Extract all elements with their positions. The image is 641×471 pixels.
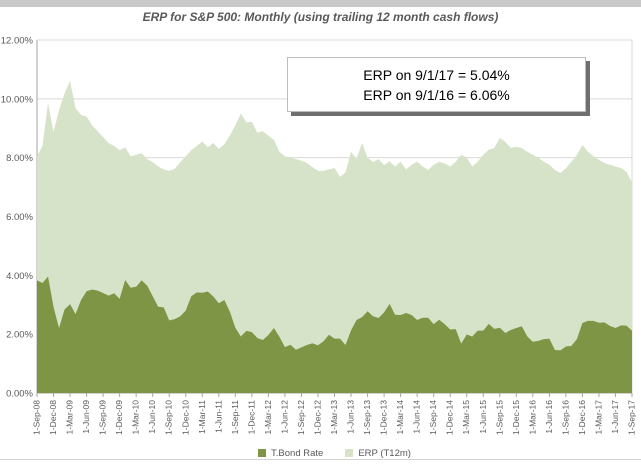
- svg-text:1-Sep-15: 1-Sep-15: [494, 400, 504, 435]
- svg-text:1-Sep-09: 1-Sep-09: [98, 400, 108, 435]
- svg-text:1-Jun-12: 1-Jun-12: [279, 400, 289, 434]
- svg-text:1-Dec-15: 1-Dec-15: [511, 400, 521, 435]
- svg-text:0.00%: 0.00%: [6, 389, 33, 400]
- svg-text:1-Mar-16: 1-Mar-16: [527, 400, 537, 435]
- svg-text:10.00%: 10.00%: [1, 94, 34, 105]
- svg-text:1-Jun-14: 1-Jun-14: [412, 400, 422, 434]
- svg-text:1-Sep-10: 1-Sep-10: [164, 400, 174, 435]
- svg-text:4.00%: 4.00%: [6, 271, 33, 282]
- svg-text:1-Jun-10: 1-Jun-10: [147, 400, 157, 434]
- svg-text:1-Mar-10: 1-Mar-10: [131, 400, 141, 435]
- svg-text:12.00%: 12.00%: [1, 36, 34, 47]
- svg-text:1-Mar-13: 1-Mar-13: [329, 400, 339, 435]
- svg-text:1-Sep-17: 1-Sep-17: [627, 400, 637, 435]
- svg-text:6.00%: 6.00%: [6, 212, 33, 223]
- legend-item-tbond: T.Bond Rate: [258, 448, 323, 459]
- chart-legend: T.Bond Rate ERP (T12m): [37, 446, 632, 460]
- svg-text:1-Sep-12: 1-Sep-12: [296, 400, 306, 435]
- annotation-line-2: ERP on 9/1/16 = 6.06%: [363, 86, 510, 103]
- svg-text:1-Jun-13: 1-Jun-13: [346, 400, 356, 434]
- svg-text:8.00%: 8.00%: [6, 153, 33, 164]
- top-gray-band: [0, 0, 641, 7]
- svg-text:1-Dec-12: 1-Dec-12: [312, 400, 322, 435]
- svg-text:1-Mar-11: 1-Mar-11: [197, 400, 207, 434]
- svg-text:1-Dec-14: 1-Dec-14: [445, 400, 455, 435]
- erp-swatch-icon: [345, 449, 354, 457]
- svg-text:1-Dec-08: 1-Dec-08: [48, 400, 58, 435]
- svg-text:1-Dec-10: 1-Dec-10: [180, 400, 190, 435]
- svg-text:1-Sep-16: 1-Sep-16: [560, 400, 570, 435]
- svg-text:1-Dec-11: 1-Dec-11: [246, 400, 256, 435]
- tbond-swatch-icon: [258, 449, 267, 457]
- legend-label-erp: ERP (T12m): [358, 447, 411, 459]
- annotation-line-1: ERP on 9/1/17 = 5.04%: [363, 66, 510, 83]
- svg-text:1-Sep-11: 1-Sep-11: [230, 400, 240, 435]
- svg-text:1-Mar-12: 1-Mar-12: [263, 400, 273, 435]
- svg-text:1-Mar-14: 1-Mar-14: [395, 400, 405, 435]
- svg-text:1-Jun-15: 1-Jun-15: [478, 400, 488, 434]
- svg-text:1-Sep-08: 1-Sep-08: [32, 400, 42, 435]
- svg-text:1-Jun-11: 1-Jun-11: [213, 400, 223, 433]
- chart-title: ERP for S&P 500: Monthly (using trailing…: [142, 10, 499, 24]
- svg-text:1-Dec-09: 1-Dec-09: [114, 400, 124, 435]
- svg-text:1-Dec-16: 1-Dec-16: [577, 400, 587, 435]
- svg-text:1-Mar-17: 1-Mar-17: [593, 400, 603, 435]
- svg-text:1-Mar-09: 1-Mar-09: [65, 400, 75, 435]
- legend-item-erp: ERP (T12m): [345, 448, 411, 459]
- legend-label-tbond: T.Bond Rate: [271, 447, 324, 459]
- svg-text:1-Jun-17: 1-Jun-17: [610, 400, 620, 434]
- svg-text:1-Sep-14: 1-Sep-14: [428, 400, 438, 435]
- svg-text:2.00%: 2.00%: [6, 330, 33, 341]
- bottom-divider: [0, 459, 641, 460]
- svg-text:1-Dec-13: 1-Dec-13: [379, 400, 389, 435]
- svg-text:1-Jun-16: 1-Jun-16: [544, 400, 554, 434]
- svg-text:1-Mar-15: 1-Mar-15: [461, 400, 471, 435]
- svg-text:1-Jun-09: 1-Jun-09: [81, 400, 91, 434]
- annotation-box: ERP on 9/1/17 = 5.04% ERP on 9/1/16 = 6.…: [287, 57, 586, 112]
- svg-text:1-Sep-13: 1-Sep-13: [362, 400, 372, 435]
